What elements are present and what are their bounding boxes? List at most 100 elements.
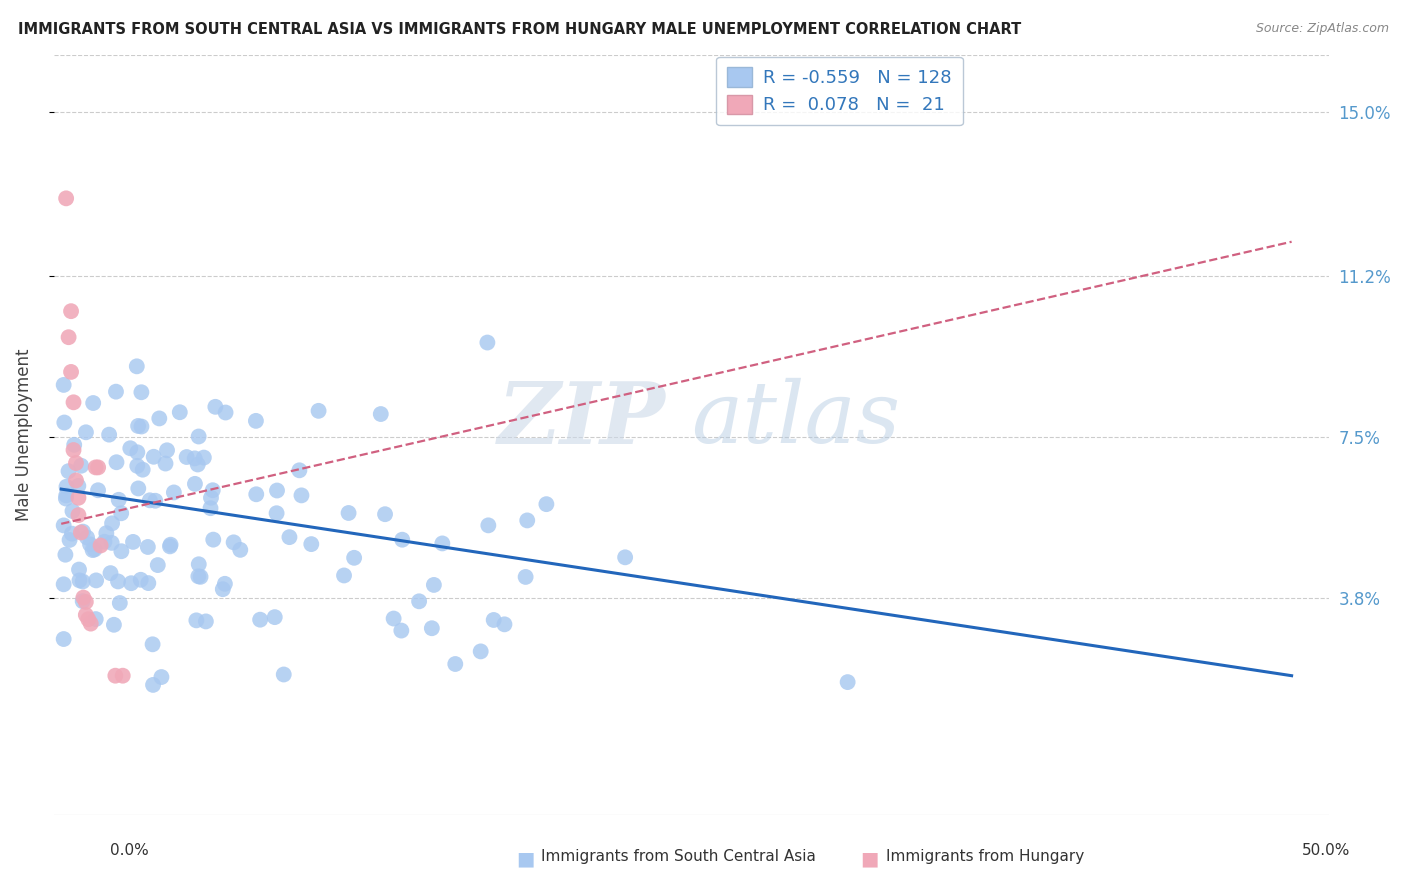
- Text: 50.0%: 50.0%: [1302, 843, 1350, 858]
- Point: [84, 612, 107, 626]
- Point: [75, 425, 97, 440]
- Point: [142, 678, 165, 692]
- Point: [176, 450, 198, 464]
- Point: [308, 404, 330, 418]
- Point: [67, 563, 90, 577]
- Text: ■: ■: [860, 849, 879, 868]
- Point: [70, 525, 93, 540]
- Point: [111, 669, 134, 683]
- Point: [288, 463, 311, 477]
- Point: [187, 558, 209, 572]
- Point: [104, 384, 127, 399]
- Point: [100, 566, 122, 581]
- Point: [536, 497, 558, 511]
- Point: [79, 537, 101, 551]
- Point: [204, 400, 226, 414]
- Point: [87, 460, 110, 475]
- Point: [343, 550, 366, 565]
- Point: [370, 407, 392, 421]
- Point: [266, 506, 288, 520]
- Point: [423, 578, 446, 592]
- Legend: R = -0.559   N = 128, R =  0.078   N =  21: R = -0.559 N = 128, R = 0.078 N = 21: [716, 56, 963, 125]
- Text: Immigrants from South Central Asia: Immigrants from South Central Asia: [541, 849, 817, 864]
- Point: [136, 576, 159, 591]
- Point: [67, 479, 90, 493]
- Point: [83, 542, 105, 557]
- Point: [142, 450, 165, 464]
- Point: [104, 669, 127, 683]
- Point: [211, 582, 233, 597]
- Point: [333, 568, 356, 582]
- Point: [52, 518, 75, 533]
- Point: [391, 533, 413, 547]
- Point: [70, 458, 93, 473]
- Point: [187, 458, 209, 472]
- Point: [142, 637, 165, 651]
- Point: [58, 464, 80, 478]
- Point: [63, 438, 86, 452]
- Point: [420, 621, 443, 635]
- Point: [90, 539, 112, 553]
- Y-axis label: Male Unemployment: Male Unemployment: [15, 349, 32, 521]
- Point: [131, 385, 153, 400]
- Point: [67, 508, 90, 523]
- Point: [278, 530, 301, 544]
- Point: [55, 491, 77, 506]
- Point: [82, 396, 104, 410]
- Point: [110, 544, 132, 558]
- Text: IMMIGRANTS FROM SOUTH CENTRAL ASIA VS IMMIGRANTS FROM HUNGARY MALE UNEMPLOYMENT : IMMIGRANTS FROM SOUTH CENTRAL ASIA VS IM…: [18, 22, 1022, 37]
- Point: [120, 442, 142, 456]
- Point: [148, 411, 170, 425]
- Text: 0.0%: 0.0%: [110, 843, 149, 858]
- Point: [245, 414, 267, 428]
- Point: [53, 416, 76, 430]
- Point: [432, 536, 454, 550]
- Point: [77, 612, 100, 626]
- Point: [87, 483, 110, 498]
- Text: Source: ZipAtlas.com: Source: ZipAtlas.com: [1256, 22, 1389, 36]
- Point: [62, 504, 84, 518]
- Point: [62, 395, 84, 409]
- Point: [107, 492, 129, 507]
- Point: [127, 419, 149, 434]
- Point: [105, 455, 128, 469]
- Point: [374, 507, 396, 521]
- Point: [184, 476, 207, 491]
- Point: [100, 536, 122, 550]
- Point: [55, 548, 77, 562]
- Point: [382, 611, 405, 625]
- Point: [263, 610, 285, 624]
- Point: [183, 451, 205, 466]
- Point: [214, 405, 236, 419]
- Point: [150, 670, 173, 684]
- Point: [290, 488, 312, 502]
- Point: [337, 506, 360, 520]
- Point: [229, 542, 252, 557]
- Point: [82, 543, 104, 558]
- Point: [72, 524, 94, 539]
- Point: [190, 570, 212, 584]
- Point: [159, 540, 181, 554]
- Point: [55, 191, 77, 205]
- Point: [125, 359, 148, 374]
- Point: [84, 574, 107, 588]
- Point: [52, 632, 75, 646]
- Point: [131, 463, 153, 477]
- Point: [470, 644, 492, 658]
- Point: [107, 574, 129, 589]
- Point: [127, 482, 149, 496]
- Point: [146, 558, 169, 572]
- Point: [58, 533, 80, 547]
- Point: [201, 483, 224, 498]
- Point: [65, 456, 87, 470]
- Point: [515, 570, 537, 584]
- Point: [62, 443, 84, 458]
- Point: [193, 450, 215, 465]
- Point: [139, 493, 162, 508]
- Point: [72, 594, 94, 608]
- Point: [127, 458, 149, 473]
- Point: [156, 443, 179, 458]
- Point: [52, 378, 75, 392]
- Point: [103, 617, 125, 632]
- Point: [155, 457, 177, 471]
